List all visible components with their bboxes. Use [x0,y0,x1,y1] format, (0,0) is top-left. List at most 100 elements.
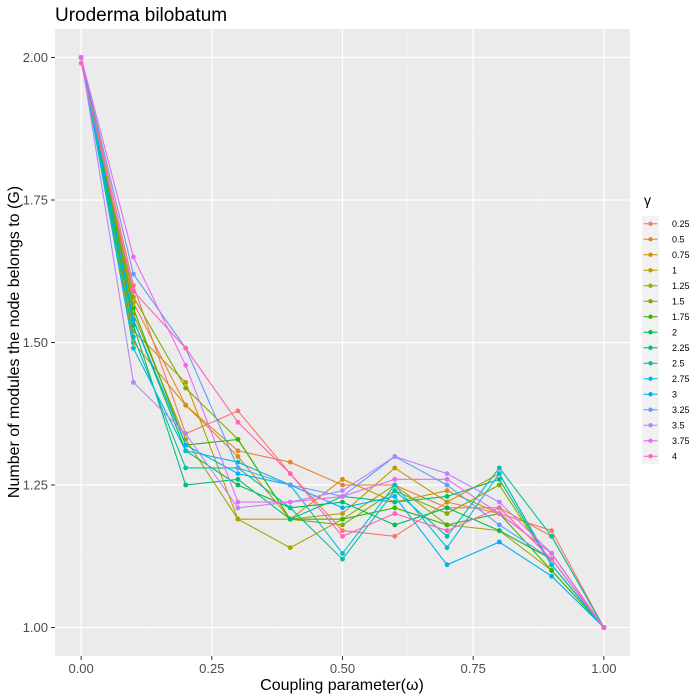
data-point [496,499,502,505]
data-point [392,482,398,488]
legend-item: 1.5 [642,293,685,309]
legend-key-point [648,268,653,273]
legend-key-point [648,221,653,226]
series-layer [78,55,607,630]
data-point [183,465,189,471]
data-point [549,573,554,579]
data-point [183,482,189,488]
data-point [340,511,345,516]
data-point [496,522,502,528]
legend-item: 0.5 [642,231,685,247]
data-point [392,499,398,505]
data-point [340,528,345,533]
legend-label: 3.5 [672,421,685,431]
x-tick-label: 0.00 [68,661,93,676]
data-point [287,482,293,488]
data-point [287,499,293,505]
data-point [340,499,345,505]
data-point [235,505,241,511]
data-point [235,499,241,505]
legend-label: 0.5 [672,235,685,245]
legend-key-point [648,314,653,319]
data-point [235,419,241,425]
legend-key-point [648,330,653,335]
data-point [235,516,241,522]
data-point [444,562,450,568]
data-point [131,254,136,260]
data-point [131,317,136,323]
data-point [340,522,345,528]
data-point [392,488,398,494]
y-tick-label: 1.75 [23,193,48,208]
legend-key-point [648,252,653,257]
data-point [444,488,450,494]
data-point [235,482,241,488]
legend-item: 2.5 [642,355,685,371]
data-point [131,271,136,277]
data-point [78,55,84,60]
data-point [392,533,398,539]
data-point [235,454,241,459]
legend-item: 1.75 [642,309,690,325]
legend-key-point [648,376,653,381]
data-point [392,511,398,516]
legend-item: 2.25 [642,340,690,356]
data-point [340,494,345,499]
data-point [444,505,450,511]
data-point [340,551,345,556]
data-point [444,528,450,533]
data-point [340,482,345,488]
data-point [444,533,450,539]
data-point [444,471,450,476]
data-point [444,476,450,482]
data-point [392,494,398,499]
legend-item: 3.5 [642,417,685,433]
legend-label: 3 [672,390,677,400]
legend-key-point [648,423,653,428]
data-point [287,459,293,465]
x-tick-label: 1.00 [591,661,616,676]
data-point [496,465,502,471]
legend-label: 2.25 [672,343,690,353]
data-point [392,522,398,528]
data-point [183,345,189,351]
data-point [235,408,241,414]
legend-item: 2 [642,324,677,340]
data-point [549,568,554,573]
data-point [496,539,502,545]
legend-key-point [648,361,653,366]
legend-label: 3.75 [672,436,690,446]
data-point [183,448,189,454]
data-point [444,511,450,516]
data-point [235,437,241,442]
data-point [340,516,345,522]
legend-label: 2 [672,328,677,338]
data-point [444,522,450,528]
x-tick-label: 0.75 [461,661,486,676]
legend-label: 1.75 [672,312,690,322]
legend-item: 0.75 [642,247,690,263]
data-point [183,442,189,448]
legend-item: 4 [642,448,677,464]
data-point [131,288,136,294]
data-point [131,294,136,300]
legend-label: 2.75 [672,374,690,384]
data-point [183,402,189,408]
series-4 [78,60,607,630]
data-point [549,528,554,533]
legend-label: 2.5 [672,359,685,369]
data-point [340,556,345,562]
data-point [444,482,450,488]
y-tick-label: 2.00 [23,50,48,65]
data-point [183,362,189,368]
y-tick-label: 1.00 [23,620,48,635]
y-tick-label: 1.25 [23,478,48,493]
data-point [183,431,189,437]
data-point [549,556,554,562]
data-point [496,482,502,488]
legend-key-point [648,454,653,459]
data-point [392,454,398,459]
legend-item: 3.25 [642,402,690,418]
data-point [183,380,189,385]
